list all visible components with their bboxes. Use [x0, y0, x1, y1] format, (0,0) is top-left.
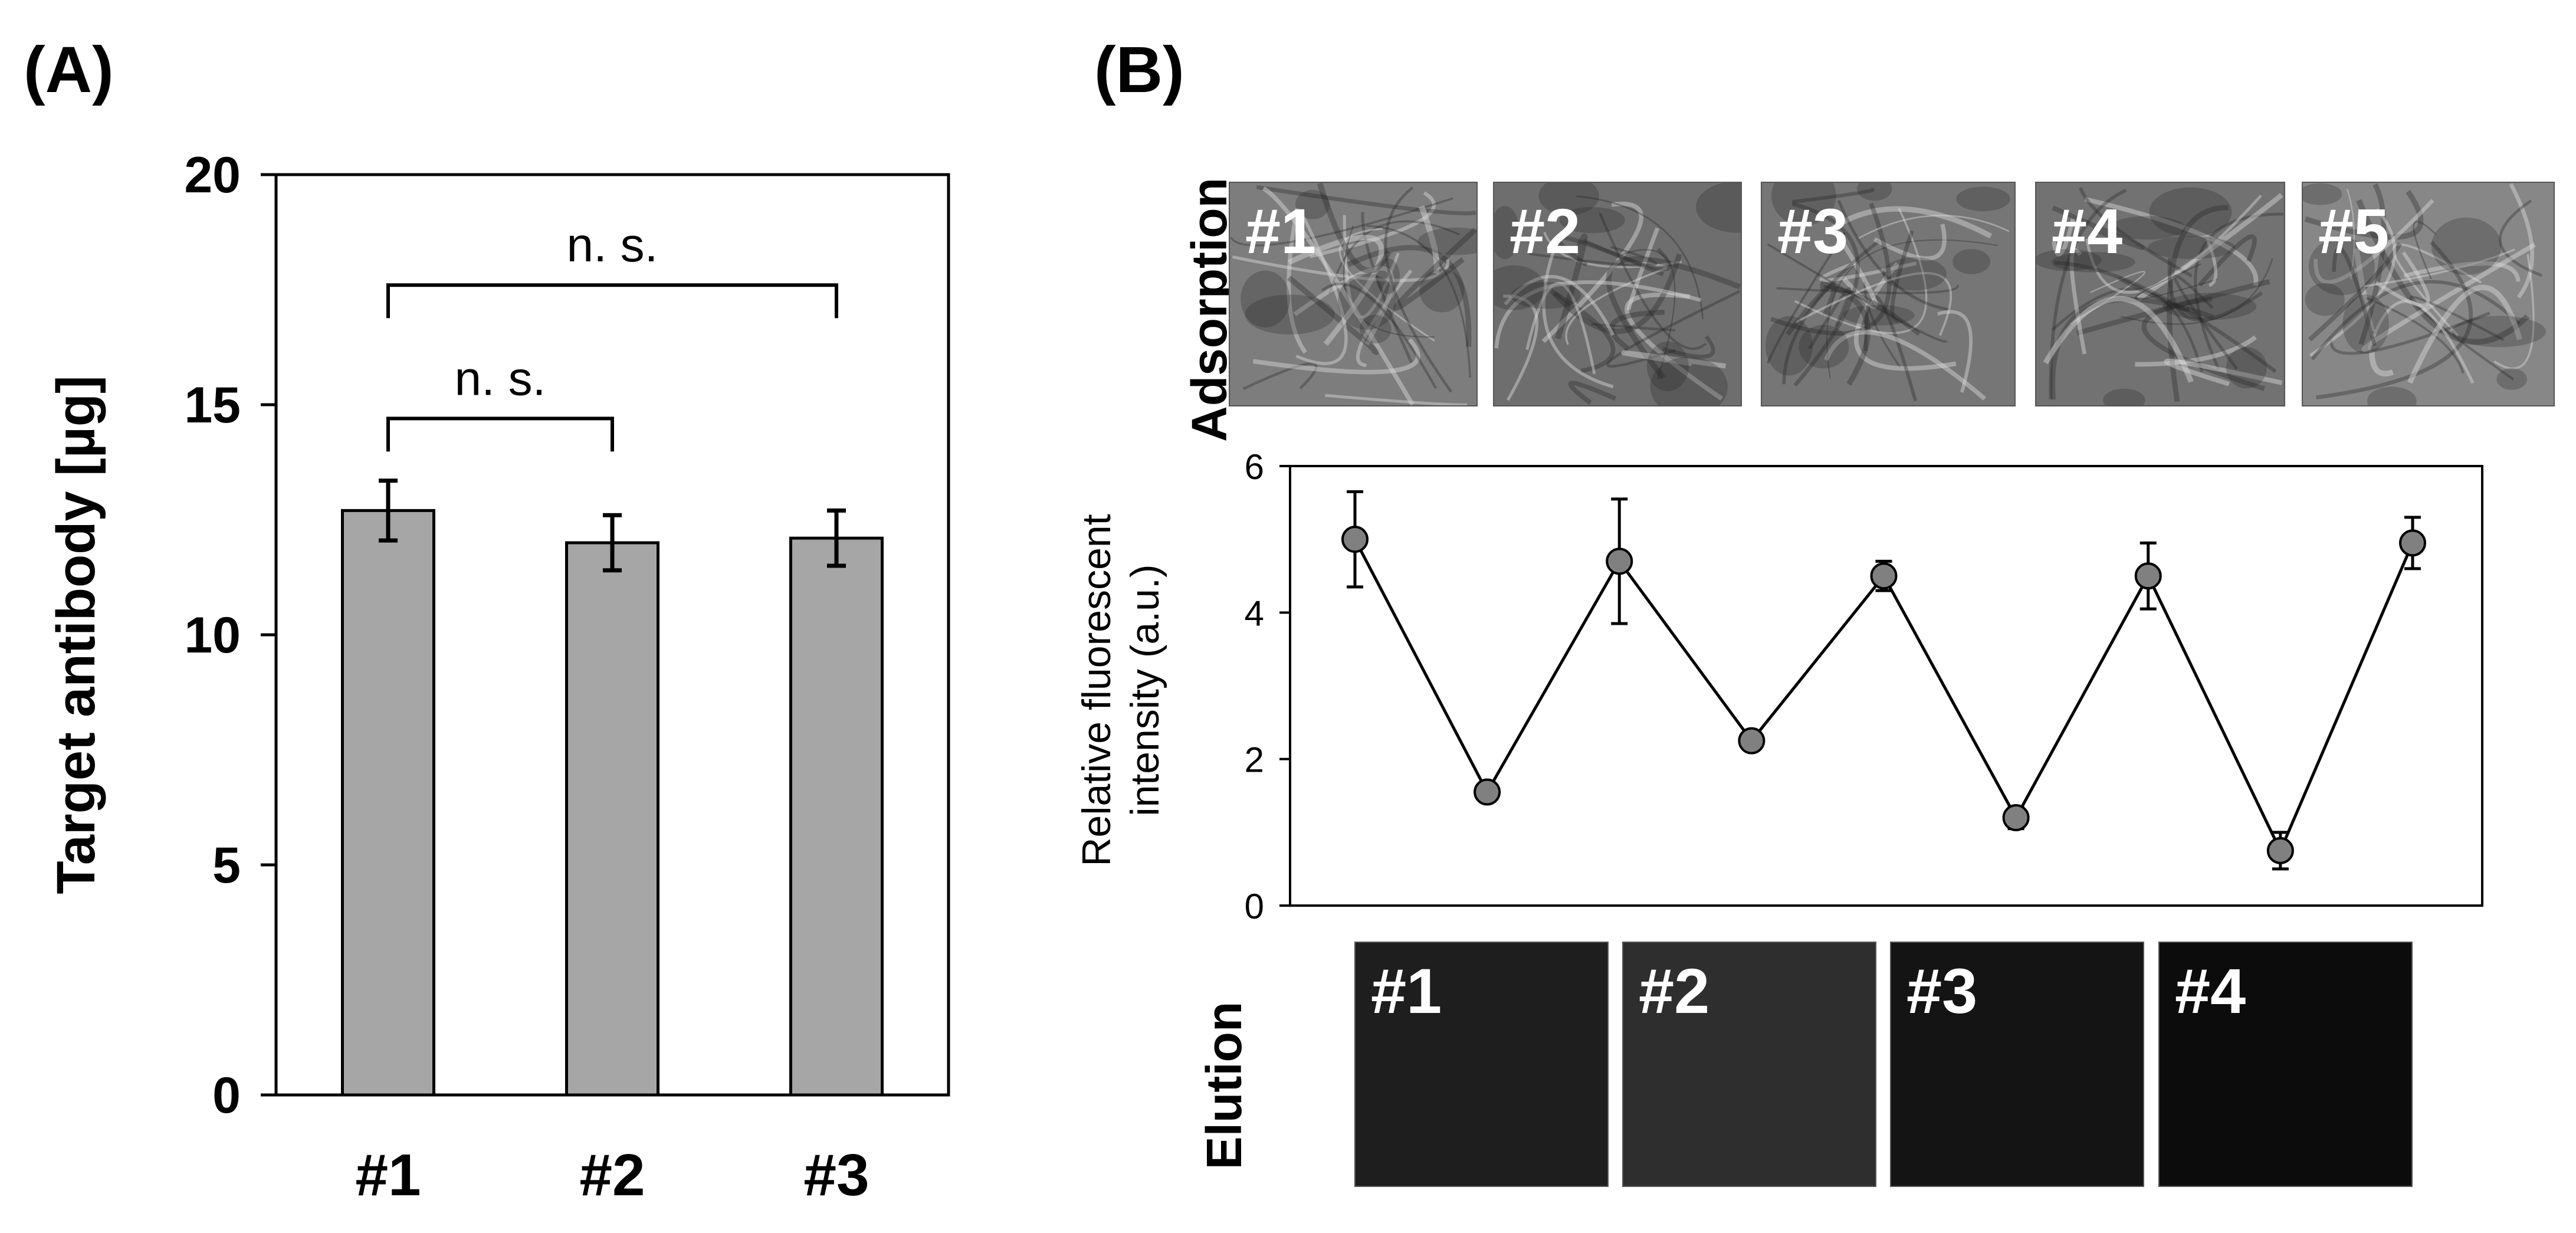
y-axis-title: Relative fluorescentintensity (a.u.): [1074, 514, 1167, 866]
data-point: [2399, 529, 2426, 557]
adsorption-image: #2: [1493, 182, 1742, 406]
y-tick-label: 6: [1245, 448, 1264, 487]
micrograph-texture: [2036, 187, 2284, 405]
adsorption-image: #5: [2302, 182, 2555, 406]
data-point: [1474, 778, 1501, 806]
data-point: [2134, 562, 2162, 590]
significance-bracket: [386, 283, 838, 319]
adsorption-image-label: #5: [2318, 195, 2390, 267]
adsorption-image: #3: [1761, 182, 2016, 406]
data-point: [1870, 562, 1898, 590]
data-point: [2002, 804, 2030, 831]
data-point: [1606, 547, 1633, 575]
y-axis-title-line2: intensity (a.u.): [1123, 564, 1167, 816]
data-point: [1738, 727, 1766, 755]
significance-label: n. s.: [455, 352, 546, 405]
micrograph-texture: [2303, 183, 2546, 405]
micrograph-texture: [1230, 183, 1476, 405]
micrograph-texture: [1765, 183, 2010, 402]
adsorption-image-label: #3: [1777, 195, 1849, 267]
elution-image: #2: [1622, 942, 1876, 1187]
y-tick-label: 10: [184, 607, 241, 664]
adsorption-image: #4: [2035, 182, 2285, 406]
data-point: [1341, 526, 1369, 553]
elution-image: #1: [1354, 942, 1609, 1187]
elution-image-label: #2: [1639, 955, 1710, 1027]
x-tick-label: #2: [579, 1142, 645, 1208]
elution-image: #3: [1890, 942, 2144, 1187]
y-tick-label: 15: [184, 377, 241, 434]
elution-image-label: #3: [1906, 955, 1978, 1027]
line-chart: 0 2 4 6 Relative fluorescentintensity (a.u.): [1074, 448, 2483, 926]
panel-b-label: (B): [1094, 34, 1184, 106]
micrograph-texture: [1494, 183, 1741, 405]
y-tick-label: 5: [212, 837, 241, 894]
x-tick-label: #1: [355, 1142, 421, 1208]
y-tick-label: 20: [184, 147, 241, 204]
significance-label: n. s.: [567, 218, 658, 272]
adsorption-image-label: #4: [2052, 195, 2123, 267]
bar: [341, 509, 435, 1097]
bar: [789, 536, 884, 1097]
elution-image-label: #1: [1371, 955, 1442, 1027]
elution-image-label: #4: [2175, 955, 2246, 1027]
adsorption-image: #1: [1229, 182, 1478, 406]
panel-a-label: (A): [24, 34, 114, 106]
adsorption-image-label: #2: [1509, 195, 1581, 267]
data-point: [2266, 837, 2294, 864]
y-tick-label: 0: [212, 1067, 241, 1124]
elution-row-label: Elution: [1196, 1001, 1252, 1170]
y-axis-title: Target antibody [µg]: [46, 375, 106, 894]
y-tick-label: 0: [1245, 887, 1264, 926]
significance-bracket: [386, 417, 614, 452]
x-tick-label: #3: [803, 1142, 869, 1208]
adsorption-image-label: #1: [1245, 195, 1317, 267]
elution-image: #4: [2158, 942, 2413, 1187]
y-tick-label: 2: [1245, 740, 1264, 780]
bar-chart: 0 5 10 15 20 #1 #2 #3 n. s. n. s. Target antibody …: [46, 147, 950, 1208]
bar: [565, 541, 659, 1097]
y-tick-label: 4: [1245, 593, 1264, 633]
y-axis-title-line1: Relative fluorescent: [1074, 514, 1119, 866]
plot-frame: [1289, 465, 2483, 907]
